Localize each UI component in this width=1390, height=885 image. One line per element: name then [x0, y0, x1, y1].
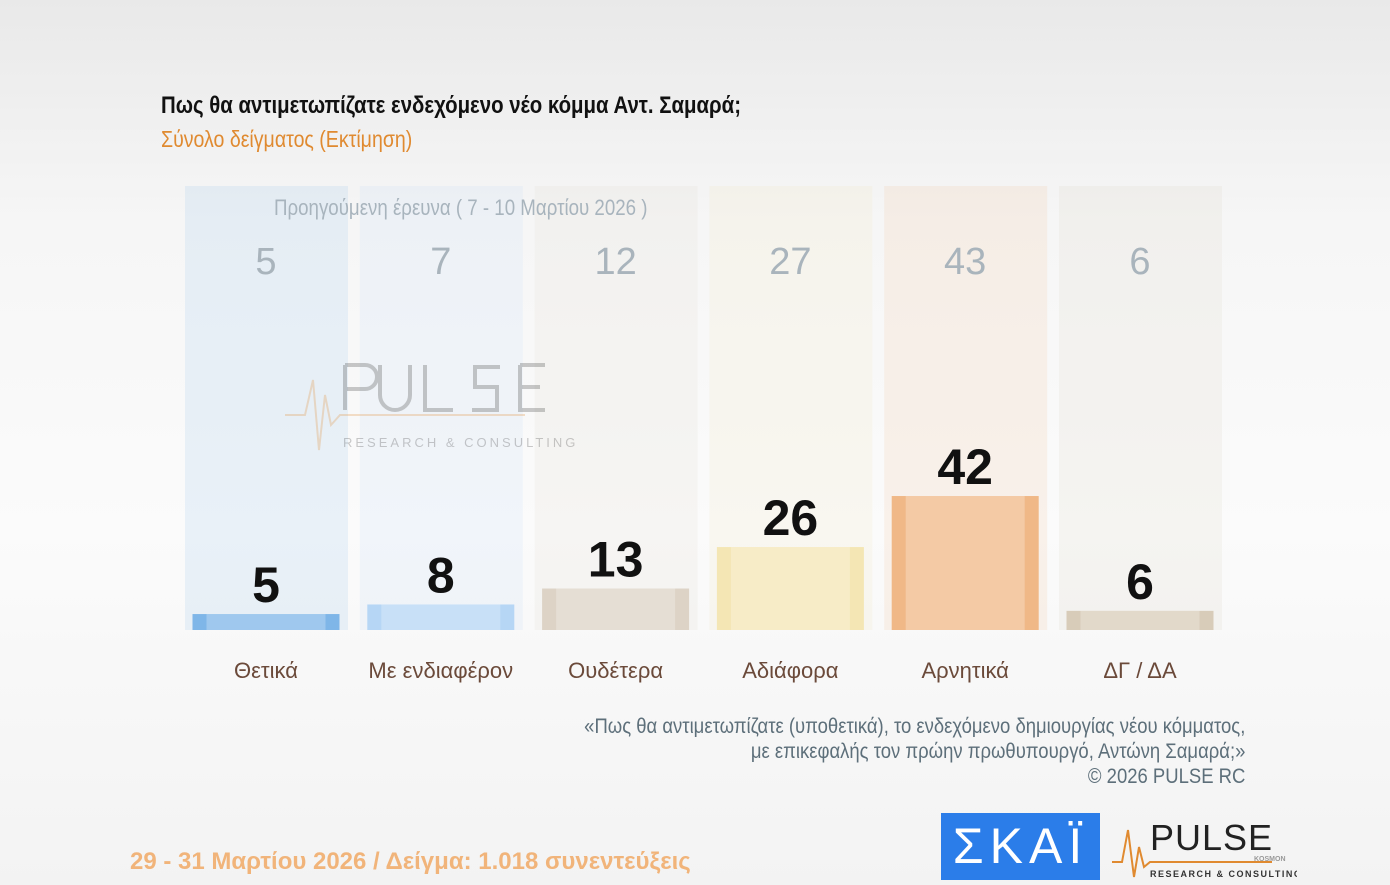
value-label: 6	[1126, 554, 1154, 610]
question-note: «Πως θα αντιμετωπίζατε (υποθετικά), το ε…	[584, 714, 1245, 789]
bar	[367, 604, 515, 630]
bar	[1066, 610, 1214, 630]
pulse-logo: PULSE KOSMON RESEARCH & CONSULTING	[1112, 817, 1297, 879]
bar	[192, 614, 340, 630]
previous-value-label: 7	[430, 241, 451, 283]
svg-text:RESEARCH & CONSULTING: RESEARCH & CONSULTING	[343, 435, 575, 450]
pulse-watermark: RESEARCH & CONSULTING	[285, 363, 575, 451]
column-background	[185, 186, 348, 630]
skai-logo: ΣΚΑΪ	[941, 813, 1100, 880]
chart-subtitle: Σύνολο δείγματος (Εκτίμηση)	[161, 126, 413, 152]
note-line-1: «Πως θα αντιμετωπίζατε (υποθετικά), το ε…	[583, 715, 1245, 738]
copyright: © 2026 PULSE RC	[1087, 765, 1245, 788]
bar-highlight	[206, 614, 326, 630]
bar-highlight	[905, 496, 1025, 630]
chart-title: Πως θα αντιμετωπίζατε ενδεχόμενο νέο κόμ…	[161, 92, 741, 119]
footer-date-sample: 29 - 31 Μαρτίου 2026 / Δείγμα: 1.018 συν…	[130, 848, 691, 875]
bar	[891, 496, 1039, 630]
previous-value-label: 43	[944, 241, 986, 283]
previous-survey-label: Προηγούμενη έρευνα ( 7 - 10 Μαρτίου 2026…	[274, 195, 648, 220]
previous-value-label: 6	[1129, 241, 1150, 283]
svg-text:KOSMON: KOSMON	[1254, 856, 1286, 863]
previous-value-label: 27	[769, 241, 811, 283]
note-line-2: με επικεφαλής τον πρώην πρωθυπουργό, Αντ…	[750, 740, 1245, 763]
bar	[542, 588, 690, 630]
svg-text:RESEARCH & CONSULTING: RESEARCH & CONSULTING	[1150, 869, 1297, 879]
category-label: Ουδέτερα	[568, 658, 664, 683]
value-label: 13	[588, 532, 644, 588]
bar-highlight	[1080, 610, 1200, 630]
watermark-pulse-mark	[343, 363, 545, 412]
column-background	[359, 186, 523, 630]
bar	[716, 547, 864, 630]
category-label: Αρνητικά	[921, 658, 1009, 683]
bar-highlight	[381, 604, 501, 630]
previous-value-label: 12	[594, 241, 636, 283]
svg-text:PULSE: PULSE	[1150, 817, 1273, 858]
value-label: 26	[763, 490, 819, 546]
bar-highlight	[556, 588, 676, 630]
previous-value-label: 5	[255, 241, 276, 283]
column-background	[534, 186, 698, 630]
value-label: 8	[427, 547, 455, 603]
value-label: 5	[252, 557, 280, 613]
category-label: ΔΓ / ΔΑ	[1103, 658, 1177, 683]
category-label: Με ενδιαφέρον	[368, 658, 514, 683]
category-label: Θετικά	[234, 658, 298, 683]
bar-highlight	[730, 547, 850, 630]
category-label: Αδιάφορα	[742, 658, 839, 683]
value-label: 42	[937, 439, 993, 495]
column-background	[1059, 186, 1222, 630]
